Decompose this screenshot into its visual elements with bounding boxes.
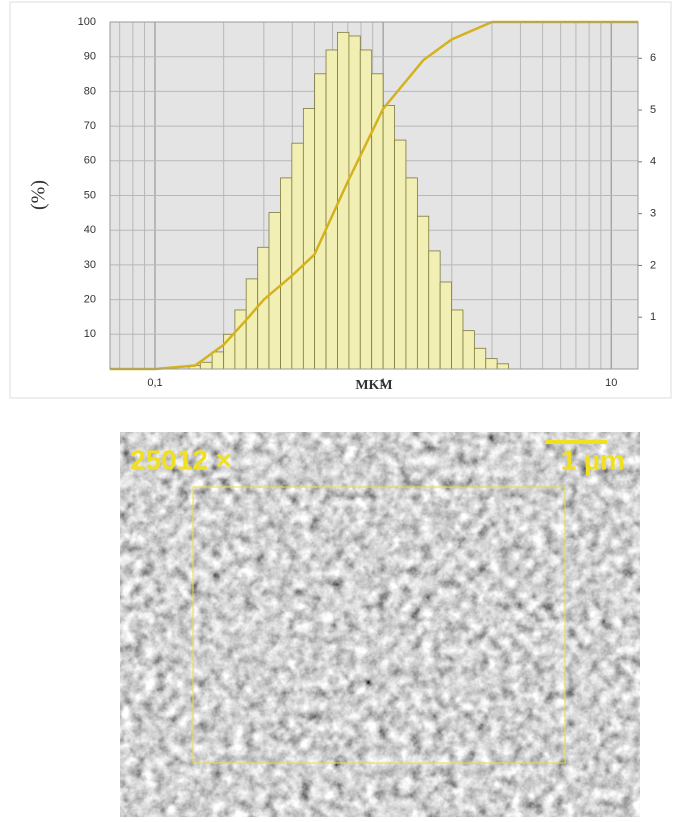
histogram-bar bbox=[302, 108, 316, 370]
y-tick-label: 10 bbox=[84, 328, 96, 340]
histogram-bar bbox=[348, 35, 361, 370]
histogram-bar bbox=[199, 361, 213, 370]
x-axis-label: MKM bbox=[355, 378, 392, 393]
y-tick-label: 30 bbox=[84, 259, 96, 271]
y-tick-label: 40 bbox=[84, 224, 96, 236]
y-tick-label: 20 bbox=[84, 294, 96, 306]
y2-tick-label: 3 bbox=[650, 208, 656, 220]
histogram-bar bbox=[451, 309, 464, 370]
x-tick-label: 1 bbox=[380, 377, 386, 389]
y2-tick-label: 5 bbox=[650, 104, 656, 116]
histogram-bar bbox=[462, 330, 475, 370]
y2-tick-label: 6 bbox=[650, 52, 656, 64]
scale-label: 1 µm bbox=[561, 444, 625, 475]
histogram-bar bbox=[416, 215, 430, 370]
histogram-bar bbox=[496, 363, 509, 370]
histogram-bar bbox=[405, 177, 418, 370]
y2-tick-label: 4 bbox=[650, 156, 656, 168]
histogram-bar bbox=[280, 177, 293, 370]
histogram-bar bbox=[485, 358, 498, 370]
histogram-bar bbox=[314, 73, 327, 370]
y-tick-label: 100 bbox=[78, 16, 96, 28]
plot: 0,1 1 10 10 20 30 40 50 60 70 80 90 100 1 2 3 4 5 6 bbox=[78, 16, 656, 389]
y-axis-label: (%) bbox=[28, 180, 50, 210]
histogram-bar bbox=[234, 309, 247, 370]
histogram-bar bbox=[382, 104, 395, 370]
histogram-bar bbox=[439, 281, 452, 370]
histogram-bar bbox=[359, 49, 373, 370]
histogram-bar bbox=[473, 347, 487, 370]
y2-tick-label: 1 bbox=[650, 311, 656, 323]
y-tick-label: 50 bbox=[84, 189, 96, 201]
histogram-bar bbox=[428, 250, 441, 370]
y2-tick-label: 2 bbox=[650, 259, 656, 271]
y-tick-label: 60 bbox=[84, 155, 96, 167]
histogram-bar bbox=[245, 278, 259, 370]
y-tick-label: 90 bbox=[84, 51, 96, 63]
histogram-bar bbox=[211, 351, 225, 370]
x-tick-label: 0,1 bbox=[147, 377, 162, 389]
magnification-label: 25012 × bbox=[130, 444, 232, 475]
cumulative-line bbox=[110, 20, 638, 371]
x-tick-label: 10 bbox=[605, 377, 617, 389]
plot-border bbox=[109, 21, 639, 370]
histogram-bar bbox=[291, 142, 304, 370]
y-tick-label: 80 bbox=[84, 85, 96, 97]
selection-box bbox=[192, 486, 566, 764]
histogram-bar bbox=[257, 246, 270, 370]
y-tick-label: 70 bbox=[84, 120, 96, 132]
sem-texture bbox=[120, 432, 640, 817]
histogram-bar bbox=[394, 139, 407, 370]
